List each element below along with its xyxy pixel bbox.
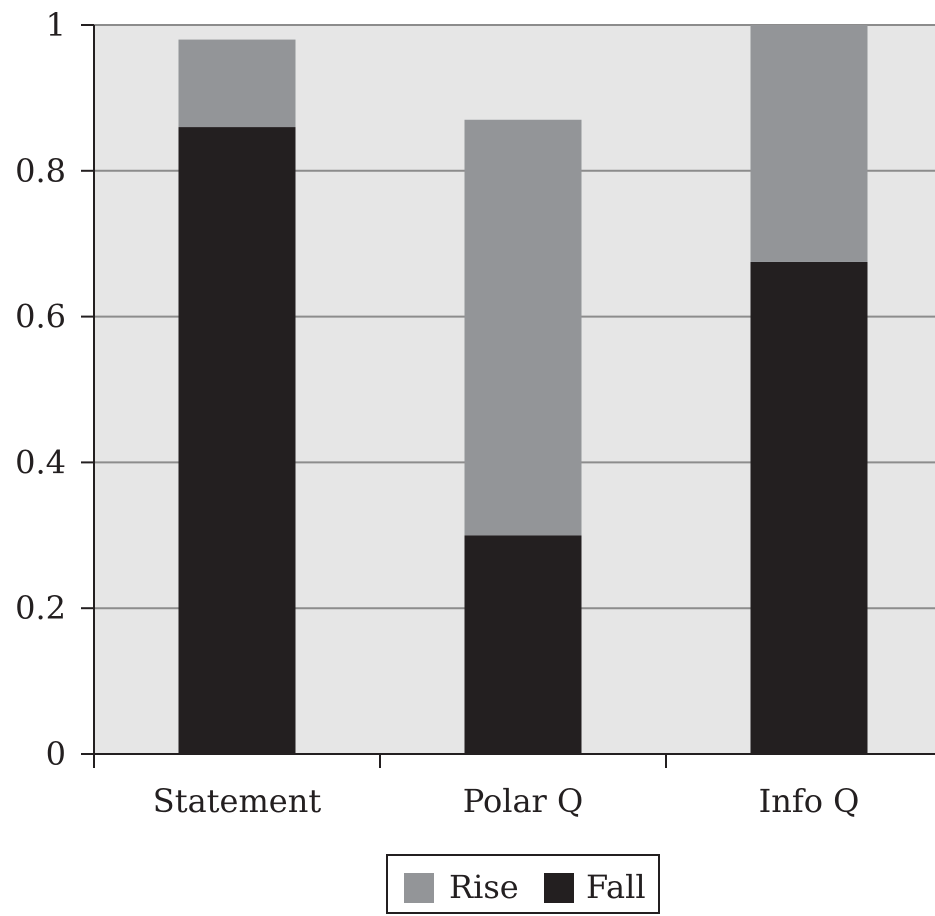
x-tick-label: Statement [153,782,322,820]
y-tick-label: 0.2 [15,589,66,627]
legend: Rise Fall [386,854,660,914]
legend-swatch-rise [404,873,434,903]
bars [178,25,868,754]
bar-fall-info-q [750,261,868,754]
y-tick-label: 0 [46,735,66,773]
axes [81,25,935,755]
x-tick-label: Polar Q [463,782,584,820]
bar-rise-polar-q [464,119,582,536]
y-tick-label: 1 [46,6,66,44]
y-tick-label: 0.8 [15,152,66,190]
y-tick-label: 0.6 [15,298,66,336]
legend-label-fall: Fall [586,868,646,906]
bar-rise-info-q [750,25,868,262]
x-tick-label: Info Q [759,782,860,820]
bar-fall-statement [178,127,296,754]
bar-rise-statement [178,39,296,128]
x-axis-ticks: Statement Polar Q Info Q [93,754,860,820]
legend-swatch-fall [544,873,574,903]
y-axis-ticks: 0 0.2 0.4 0.6 0.8 1 [15,6,94,773]
y-tick-label: 0.4 [15,443,66,481]
bar-fall-polar-q [464,535,582,754]
legend-label-rise: Rise [449,868,519,906]
